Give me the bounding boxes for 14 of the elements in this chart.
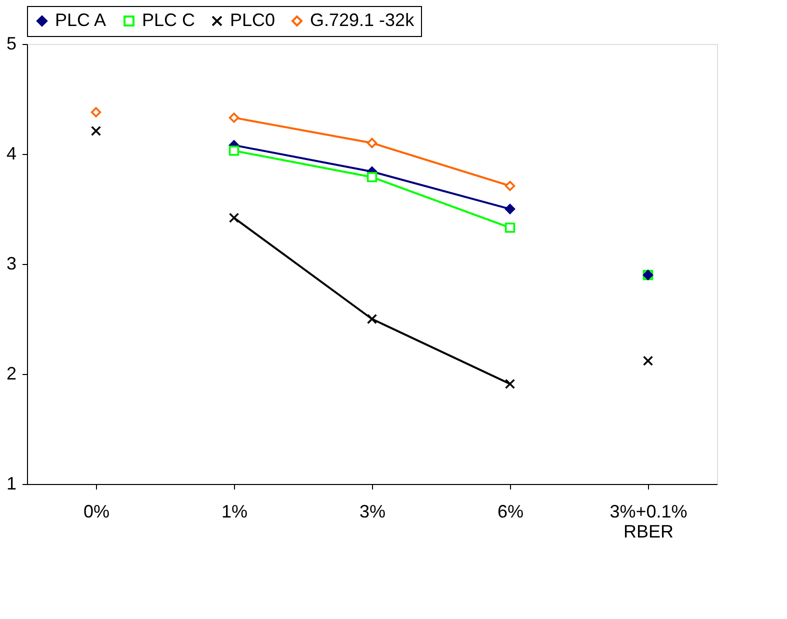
y-tick-label: 4 — [6, 144, 16, 164]
y-tick-label: 3 — [6, 254, 16, 274]
legend-label: PLC A — [55, 10, 106, 30]
x-tick-label: 3%+0.1% RBER — [610, 502, 688, 542]
legend-label: G.729.1 -32k — [310, 10, 416, 30]
legend-label: PLC C — [142, 10, 196, 30]
x-tick-label: 1% — [221, 502, 248, 522]
y-tick-label: 2 — [6, 364, 16, 384]
x-tick-label: 6% — [497, 502, 524, 522]
y-tick-label: 5 — [6, 34, 16, 54]
x-tick-label: 3% — [359, 502, 386, 522]
x-tick-label: 0% — [83, 502, 110, 522]
legend-label: PLC0 — [230, 10, 276, 30]
y-tick-label: 1 — [6, 474, 16, 494]
